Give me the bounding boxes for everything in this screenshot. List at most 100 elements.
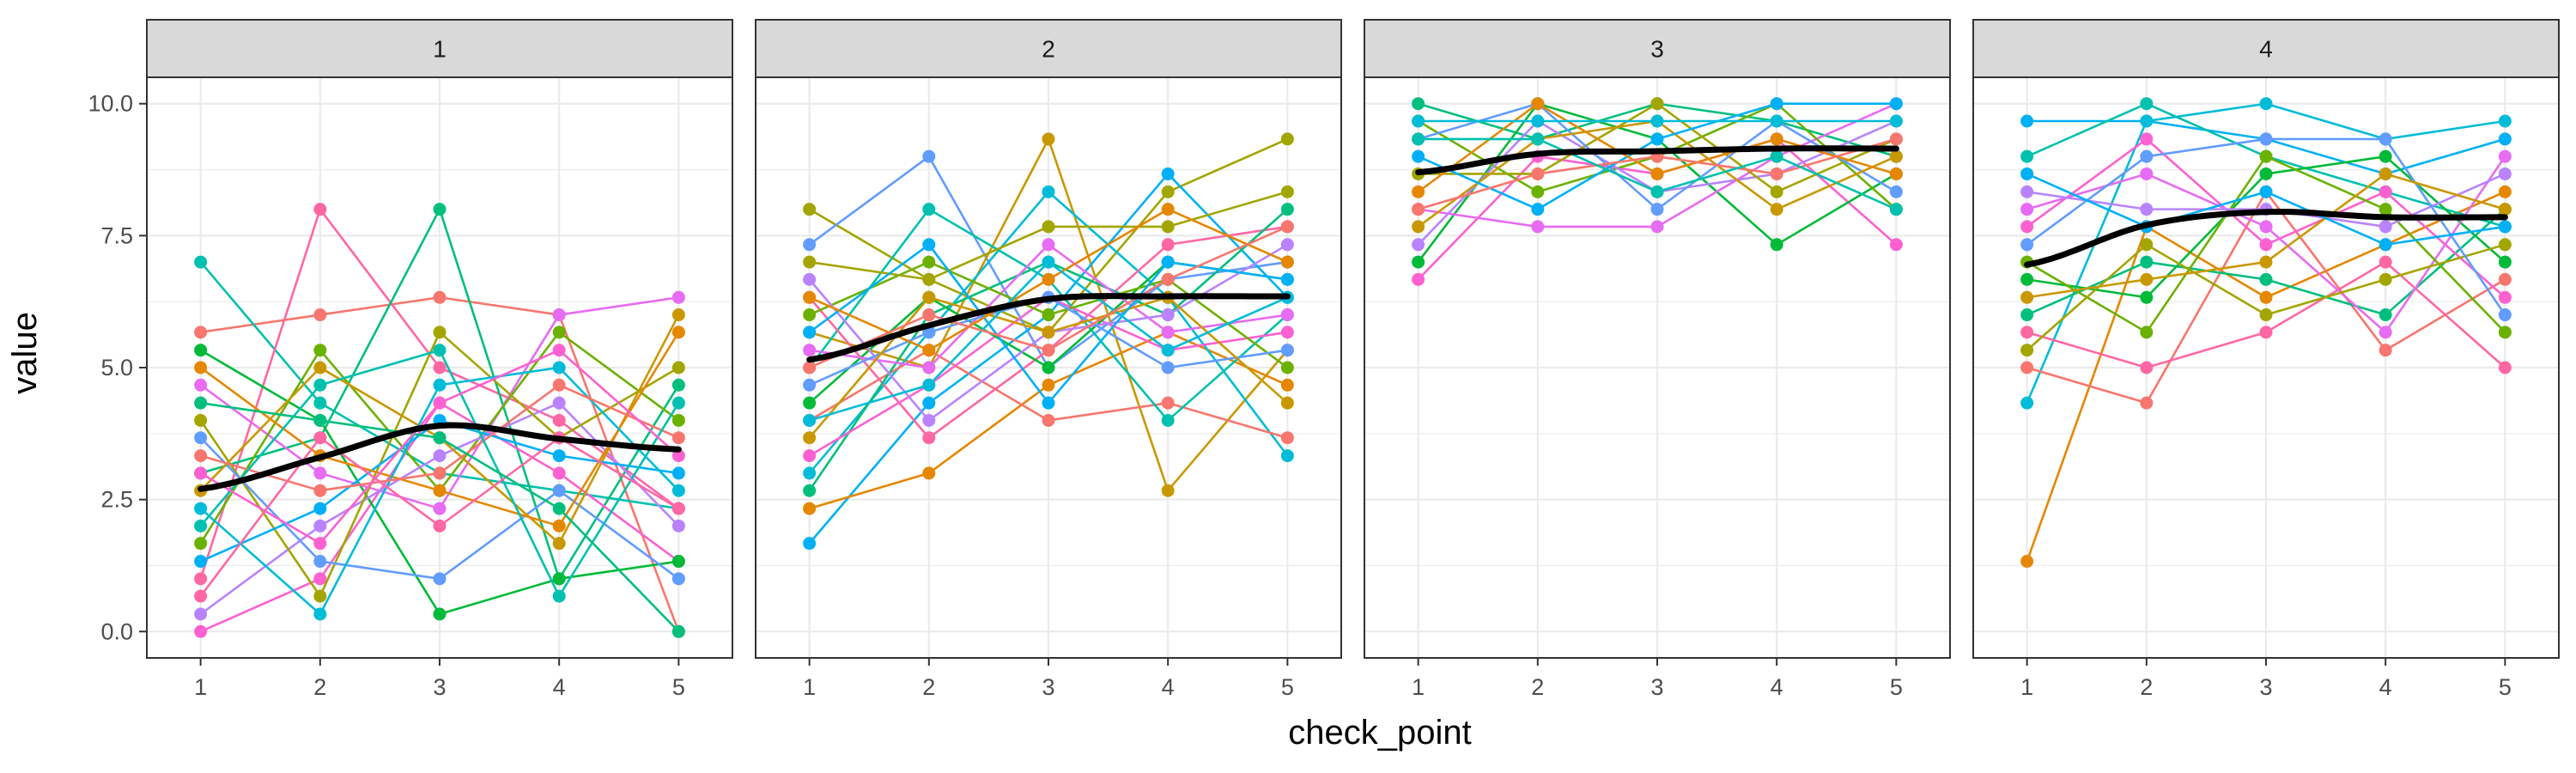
data-point [2020,203,2034,216]
data-point [313,607,327,621]
data-point [194,607,208,621]
data-point [2140,203,2154,216]
data-point [2140,114,2154,128]
data-point [1889,97,1903,111]
facet-strip-label: 4 [2259,36,2273,63]
data-point [1531,114,1545,128]
data-point [313,555,327,569]
data-point [803,431,817,445]
data-point [1889,185,1903,198]
data-point [1042,344,1055,357]
data-point [2379,326,2392,339]
x-tick-label: 1 [2020,674,2033,700]
y-tick-label: 7.5 [100,222,133,248]
data-point [433,378,447,392]
x-tick-label: 2 [313,674,326,700]
data-point [1161,238,1175,252]
data-point [2259,167,2273,180]
data-point [1280,326,1294,339]
data-point [1161,220,1175,234]
data-point [2140,97,2154,111]
data-point [433,449,447,463]
x-tick-label: 2 [2140,674,2153,700]
data-point [803,344,817,357]
data-point [671,413,685,427]
data-point [2379,185,2392,198]
data-point [1770,167,1783,180]
data-point [1650,97,1664,111]
data-point [2498,114,2512,128]
data-point [433,361,447,374]
data-point [922,203,936,216]
data-point [803,238,817,252]
facet-panel-3: 3 1 2 3 4 5 [1364,19,1951,700]
data-point [671,290,685,304]
data-point [1889,203,1903,216]
data-point [1280,203,1294,216]
x-tick-label: 5 [2499,674,2512,700]
y-tick-label: 2.5 [100,487,133,513]
facet-strip-label: 1 [433,36,447,63]
data-point [2259,272,2273,286]
data-point [2498,326,2512,339]
data-point [194,555,208,569]
data-point [194,378,208,392]
data-point [2498,361,2512,374]
data-point [922,396,936,410]
data-point [194,361,208,374]
data-point [1042,272,1055,286]
data-point [552,519,566,533]
data-point [2498,238,2512,252]
x-tick-label: 4 [1162,674,1175,700]
data-point [433,572,447,586]
data-point [2140,361,2154,374]
data-point [1161,167,1175,180]
data-point [1161,185,1175,198]
data-point [2498,220,2512,234]
data-point [1412,220,1425,234]
data-point [2140,272,2154,286]
data-point [2379,203,2392,216]
data-point [671,431,685,445]
facet-strip [1972,19,2560,78]
data-point [2498,203,2512,216]
data-point [2140,255,2154,269]
data-point [552,449,566,463]
data-point [552,572,566,586]
data-point [1042,220,1055,234]
data-point [1161,396,1175,410]
data-point [552,361,566,374]
data-point [2379,272,2392,286]
data-point [803,203,817,216]
data-point [194,537,208,551]
x-tick-label: 4 [553,674,566,700]
data-point [2498,255,2512,269]
y-tick-label: 5.0 [100,355,133,380]
x-tick-label: 5 [672,674,685,700]
data-point [2379,220,2392,234]
data-point [2020,149,2034,163]
data-point [194,519,208,533]
data-point [433,484,447,497]
data-point [2020,308,2034,322]
data-point [1650,220,1664,234]
data-point [552,413,566,427]
data-point [194,449,208,463]
data-point [1412,185,1425,198]
data-point [2259,220,2273,234]
data-point [552,537,566,551]
data-point [2498,290,2512,304]
x-tick-label: 1 [803,674,816,700]
data-point [2379,308,2392,322]
data-point [552,502,566,515]
data-point [2379,149,2392,163]
data-point [2259,132,2273,146]
data-point [433,396,447,410]
data-point [1412,255,1425,269]
data-point [2498,132,2512,146]
data-point [1280,132,1294,146]
data-point [1042,255,1055,269]
data-point [2259,255,2273,269]
facet-strip-label: 2 [1042,36,1055,63]
